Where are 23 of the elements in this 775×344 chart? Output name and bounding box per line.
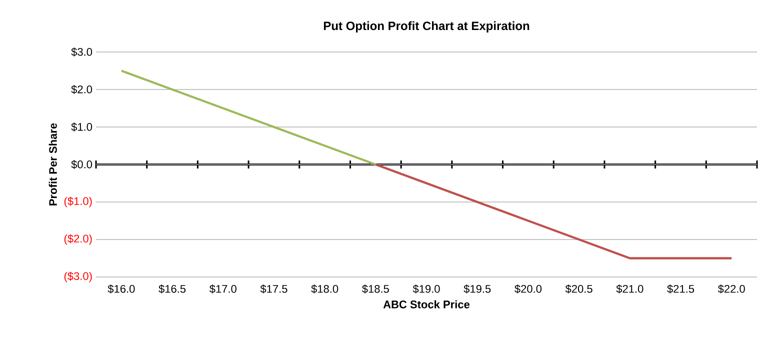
x-tick-label: $22.0 <box>718 284 745 294</box>
x-tick-label: $20.5 <box>565 284 592 294</box>
x-tick-label: $16.5 <box>158 284 186 294</box>
y-tick-label: $1.0 <box>71 122 92 132</box>
x-tick-label: $19.5 <box>464 284 491 294</box>
x-tick-label: $19.0 <box>412 284 440 294</box>
y-tick-label: ($2.0) <box>64 234 92 245</box>
chart-title: Put Option Profit Chart at Expiration <box>324 21 530 32</box>
y-tick-label: $2.0 <box>71 85 92 94</box>
x-tick-label: $18.0 <box>311 284 338 294</box>
y-tick-label: $3.0 <box>71 48 92 56</box>
y-axis-title: Profit Per Share <box>48 123 57 206</box>
y-tick-label: ($1.0) <box>64 196 92 208</box>
x-tick-label: $21.0 <box>616 284 644 294</box>
x-tick-label: $20.0 <box>514 284 542 294</box>
x-tick-label: $16.0 <box>108 284 135 294</box>
x-tick-label: $17.0 <box>209 284 236 294</box>
x-tick-label: $18.5 <box>362 284 389 294</box>
x-tick-label: $21.5 <box>667 284 694 294</box>
y-tick-label: $0.0 <box>71 160 92 169</box>
y-tick-label: ($3.0) <box>64 272 92 282</box>
x-tick-label: $17.5 <box>260 284 288 294</box>
x-axis-title: ABC Stock Price <box>383 300 470 308</box>
